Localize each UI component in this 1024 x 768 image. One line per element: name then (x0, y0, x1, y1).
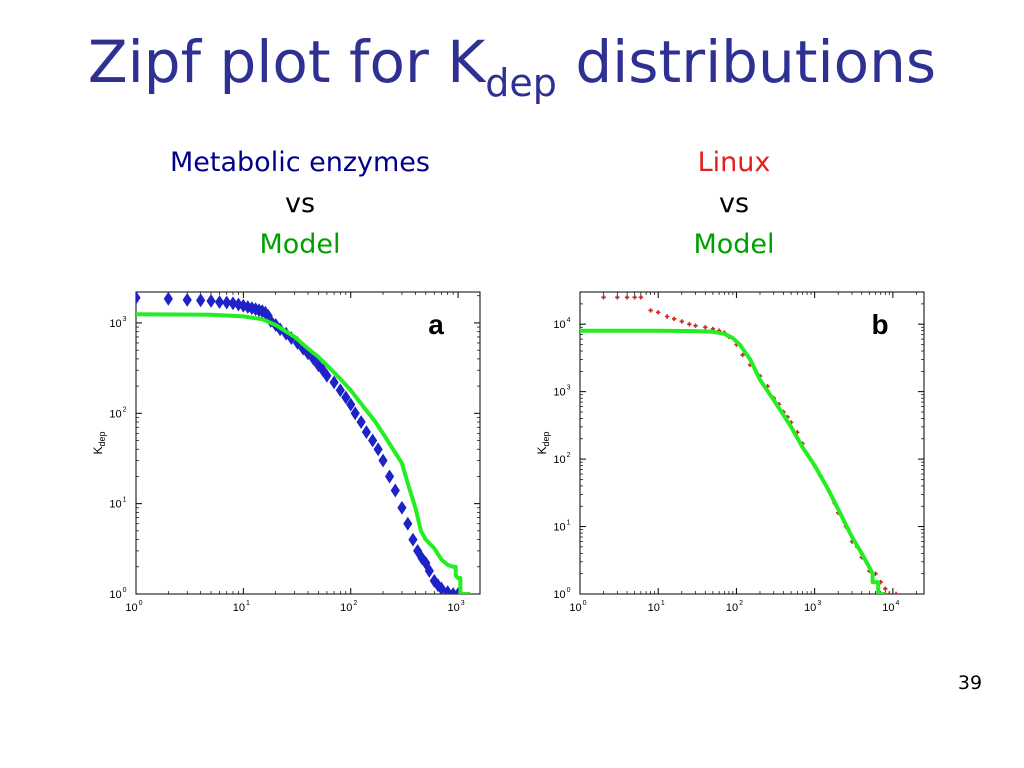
minor-ticks (136, 292, 480, 594)
plot-frame (579, 291, 925, 595)
title-tail: distributions (556, 28, 937, 96)
data-point (329, 375, 339, 390)
data-point (356, 415, 366, 429)
data-point (361, 425, 372, 439)
data-point (887, 591, 892, 594)
y-tick-label-0: 100 (109, 587, 126, 601)
data-point (703, 325, 708, 330)
subtitle-right-line2: vs (718, 188, 750, 219)
y-tick-label-4: 104 (553, 317, 570, 331)
data-point (214, 295, 225, 310)
data-point (624, 295, 630, 300)
subtitle-right: Linux vs Model (554, 142, 914, 265)
data-point (350, 406, 360, 421)
data-point (341, 390, 351, 405)
data-point (335, 383, 345, 398)
data-point (740, 352, 745, 358)
data-point (228, 296, 238, 311)
slide-title: Zipf plot for Kdep distributions (0, 22, 1024, 109)
title-main: Zipf plot for K (87, 28, 486, 96)
data-point (656, 310, 661, 315)
subtitle-left-line3: Model (259, 229, 341, 260)
page-number: 39 (957, 672, 983, 694)
y-axis-label: Kdep (535, 431, 551, 454)
data-point (378, 453, 388, 468)
y-tick-label-0: 100 (553, 587, 570, 601)
x-tick-label-4: 104 (882, 600, 899, 614)
x-tick-label-2: 102 (726, 600, 743, 614)
subtitle-left-line2: vs (284, 188, 316, 219)
data-point (397, 500, 407, 515)
panel-label: a (428, 309, 444, 340)
data-point (136, 292, 141, 305)
subtitle-right-line3: Model (693, 229, 775, 260)
y-tick-label-3: 103 (109, 316, 126, 330)
data-point (206, 294, 216, 308)
data-point (222, 295, 232, 310)
data-point (893, 591, 899, 594)
y-tick-label-2: 102 (109, 406, 126, 420)
data-point (346, 397, 356, 412)
data-point (671, 316, 677, 322)
subtitle-left: Metabolic enzymes vs Model (120, 142, 480, 265)
panel-label: b (871, 309, 888, 340)
data-point (883, 586, 888, 591)
data-point (615, 295, 620, 300)
data-point (632, 295, 637, 300)
data-point (443, 585, 453, 594)
data-point (384, 469, 395, 484)
plot-frame (135, 291, 481, 595)
zipf-chart-b: 100 101 102 103 104 100 101 102 103 104 Kdep b (535, 291, 925, 614)
x-tick-label-3: 103 (448, 600, 465, 614)
data-point (403, 516, 413, 531)
y-tick-label-3: 103 (553, 385, 570, 399)
x-tick-label-1: 101 (648, 600, 665, 614)
zipf-chart-a: 100 101 102 103 100 101 102 103 Kdep a (91, 291, 481, 614)
x-tick-label-0: 100 (569, 600, 586, 614)
data-point (408, 532, 418, 547)
data-point (413, 543, 423, 558)
model-line (136, 312, 471, 594)
data-point (163, 292, 173, 306)
data-point (421, 556, 431, 570)
data-point (601, 295, 606, 300)
data-point (679, 319, 684, 324)
data-point (648, 308, 653, 313)
data-point (693, 323, 698, 328)
model-line (580, 328, 886, 594)
y-tick-label-1: 101 (109, 497, 126, 511)
x-tick-label-1: 101 (233, 600, 250, 614)
data-point (424, 564, 434, 578)
data-point (638, 295, 644, 300)
data-point (182, 292, 192, 307)
x-tick-label-2: 102 (340, 600, 357, 614)
y-axis-label: Kdep (91, 431, 107, 454)
x-tick-label-0: 100 (125, 600, 142, 614)
data-point (196, 293, 206, 308)
x-tick-label-3: 103 (804, 600, 821, 614)
subtitle-left-line1: Metabolic enzymes (170, 147, 430, 178)
data-point (373, 442, 383, 457)
y-tick-label-1: 101 (553, 520, 570, 534)
data-point (322, 368, 332, 383)
title-subscript: dep (485, 61, 557, 105)
data-point (436, 581, 447, 594)
data-point (687, 321, 692, 327)
data-point (664, 314, 670, 319)
data-point (390, 483, 400, 498)
subtitle-right-line1: Linux (697, 147, 771, 178)
y-tick-label-2: 102 (553, 452, 570, 466)
data-point (368, 433, 378, 448)
